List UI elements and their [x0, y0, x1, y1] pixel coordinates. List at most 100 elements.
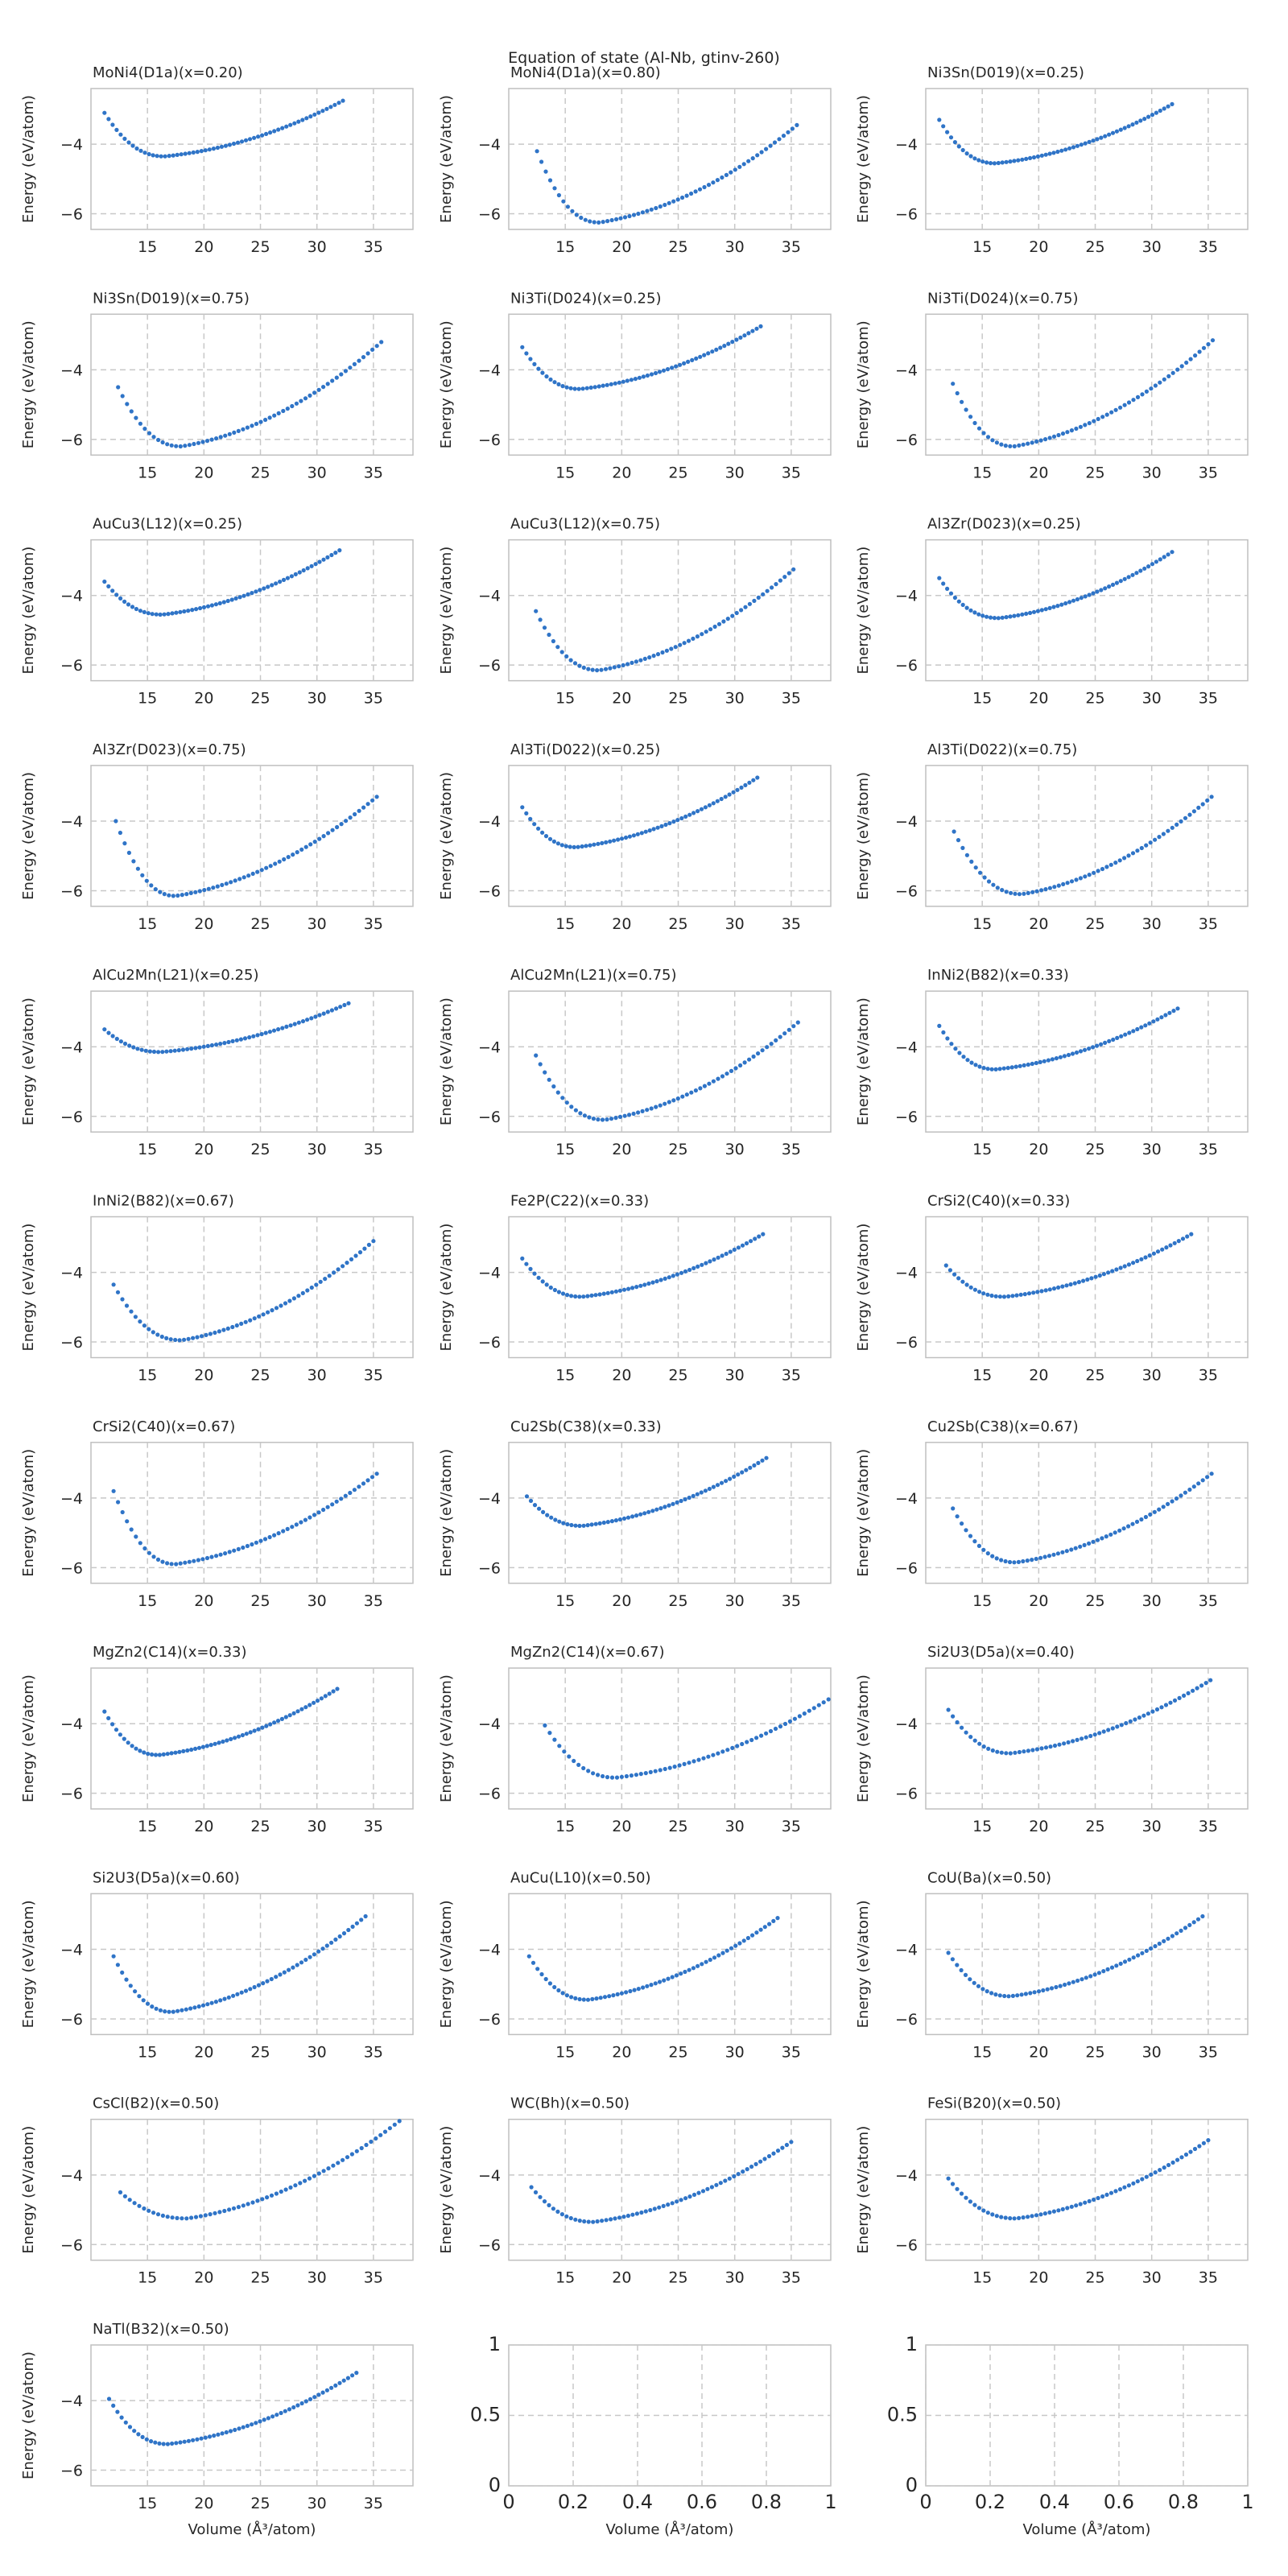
subplot-6: 15 20 25 30 35−4−6Ni3Ti(D024)(x=0.75)Energy … [855, 290, 1249, 481]
data-point [348, 815, 353, 820]
data-point [759, 1733, 764, 1738]
data-point [556, 382, 561, 386]
x-tick-label: 15 [555, 1818, 575, 1835]
data-point [212, 2434, 217, 2438]
data-point [625, 2213, 631, 2219]
data-point [557, 1744, 562, 1748]
data-point [1109, 410, 1114, 415]
data-point [538, 2194, 543, 2199]
data-point [1060, 2207, 1065, 2211]
data-point [1134, 120, 1139, 125]
data-point [724, 1479, 729, 1484]
data-point [1179, 1493, 1183, 1498]
data-point [1080, 1977, 1084, 1982]
data-point [596, 1773, 601, 1777]
data-point [594, 1996, 599, 2001]
data-point [160, 1559, 165, 1564]
x-tick-label: 30 [308, 464, 327, 481]
eos-series [943, 1232, 1194, 1299]
subplot-title: Cu2Sb(C38)(x=0.67) [927, 1418, 1079, 1435]
data-point [276, 127, 281, 132]
data-point [1092, 419, 1096, 423]
data-point [956, 1276, 961, 1281]
y-tick-label: −6 [895, 1334, 918, 1352]
data-point [296, 1020, 301, 1025]
data-point [535, 149, 539, 154]
data-point [213, 1330, 217, 1335]
data-point [110, 588, 115, 593]
data-point [1127, 1030, 1132, 1035]
data-point [147, 1049, 152, 1054]
data-point [335, 824, 340, 830]
data-point [137, 2203, 142, 2208]
data-point [160, 2213, 165, 2218]
data-point [690, 357, 695, 362]
data-point [641, 374, 646, 379]
data-point [1091, 591, 1096, 596]
data-point [221, 600, 226, 605]
data-point [789, 2140, 794, 2145]
data-point [766, 2153, 772, 2159]
data-point [1078, 1544, 1083, 1549]
data-point [167, 893, 171, 898]
data-point [272, 413, 277, 418]
data-point [1075, 597, 1080, 602]
x-tick-label: 30 [1142, 2269, 1162, 2287]
data-point [261, 1981, 266, 1986]
data-point [1179, 1928, 1183, 1933]
data-point [1038, 1059, 1042, 1064]
data-point [209, 2000, 214, 2005]
data-point [245, 2423, 250, 2429]
data-point [120, 1297, 125, 1302]
data-point [715, 178, 720, 183]
data-point [1175, 1006, 1180, 1011]
data-point [1018, 1063, 1022, 1068]
data-point [724, 1071, 729, 1076]
data-point [608, 839, 613, 844]
data-point [126, 850, 131, 855]
data-point [963, 1972, 968, 1977]
data-point [1200, 1913, 1205, 1919]
data-point [634, 1773, 639, 1777]
x-tick-label: 25 [668, 1592, 687, 1610]
data-point [696, 1264, 700, 1269]
data-point [1035, 609, 1040, 613]
y-tick-label: −6 [895, 1108, 918, 1126]
data-point [753, 2161, 758, 2166]
data-point [305, 1018, 310, 1022]
data-point [1135, 394, 1141, 399]
data-point [667, 1275, 671, 1280]
data-point [287, 1298, 292, 1303]
data-point [950, 2182, 956, 2186]
data-point [235, 1992, 240, 1996]
data-point [1157, 835, 1162, 840]
data-point [541, 1509, 546, 1514]
y-tick-label: −6 [60, 657, 83, 675]
data-point [1069, 879, 1075, 884]
data-point [968, 1534, 973, 1538]
data-point [1026, 1062, 1030, 1067]
eos-series [118, 2119, 402, 2221]
data-point [569, 1104, 574, 1109]
data-point [581, 1765, 586, 1771]
y-axis-label: Energy (eV/atom) [438, 1674, 455, 1802]
x-tick-label: 15 [555, 915, 575, 933]
data-point [698, 354, 703, 359]
data-point [1056, 1285, 1061, 1290]
data-point [195, 2437, 200, 2442]
data-point [999, 1750, 1004, 1755]
data-point [826, 1697, 831, 1702]
data-point [1189, 1232, 1194, 1236]
data-point [1122, 2185, 1127, 2190]
data-point [195, 150, 200, 155]
data-point [710, 349, 715, 354]
data-point [757, 1234, 762, 1239]
data-point [295, 1963, 299, 1967]
data-point [332, 102, 337, 107]
data-point [1012, 444, 1017, 449]
data-point [196, 440, 201, 445]
data-point [1150, 1709, 1155, 1714]
data-point [631, 213, 637, 217]
data-point [155, 1332, 160, 1337]
